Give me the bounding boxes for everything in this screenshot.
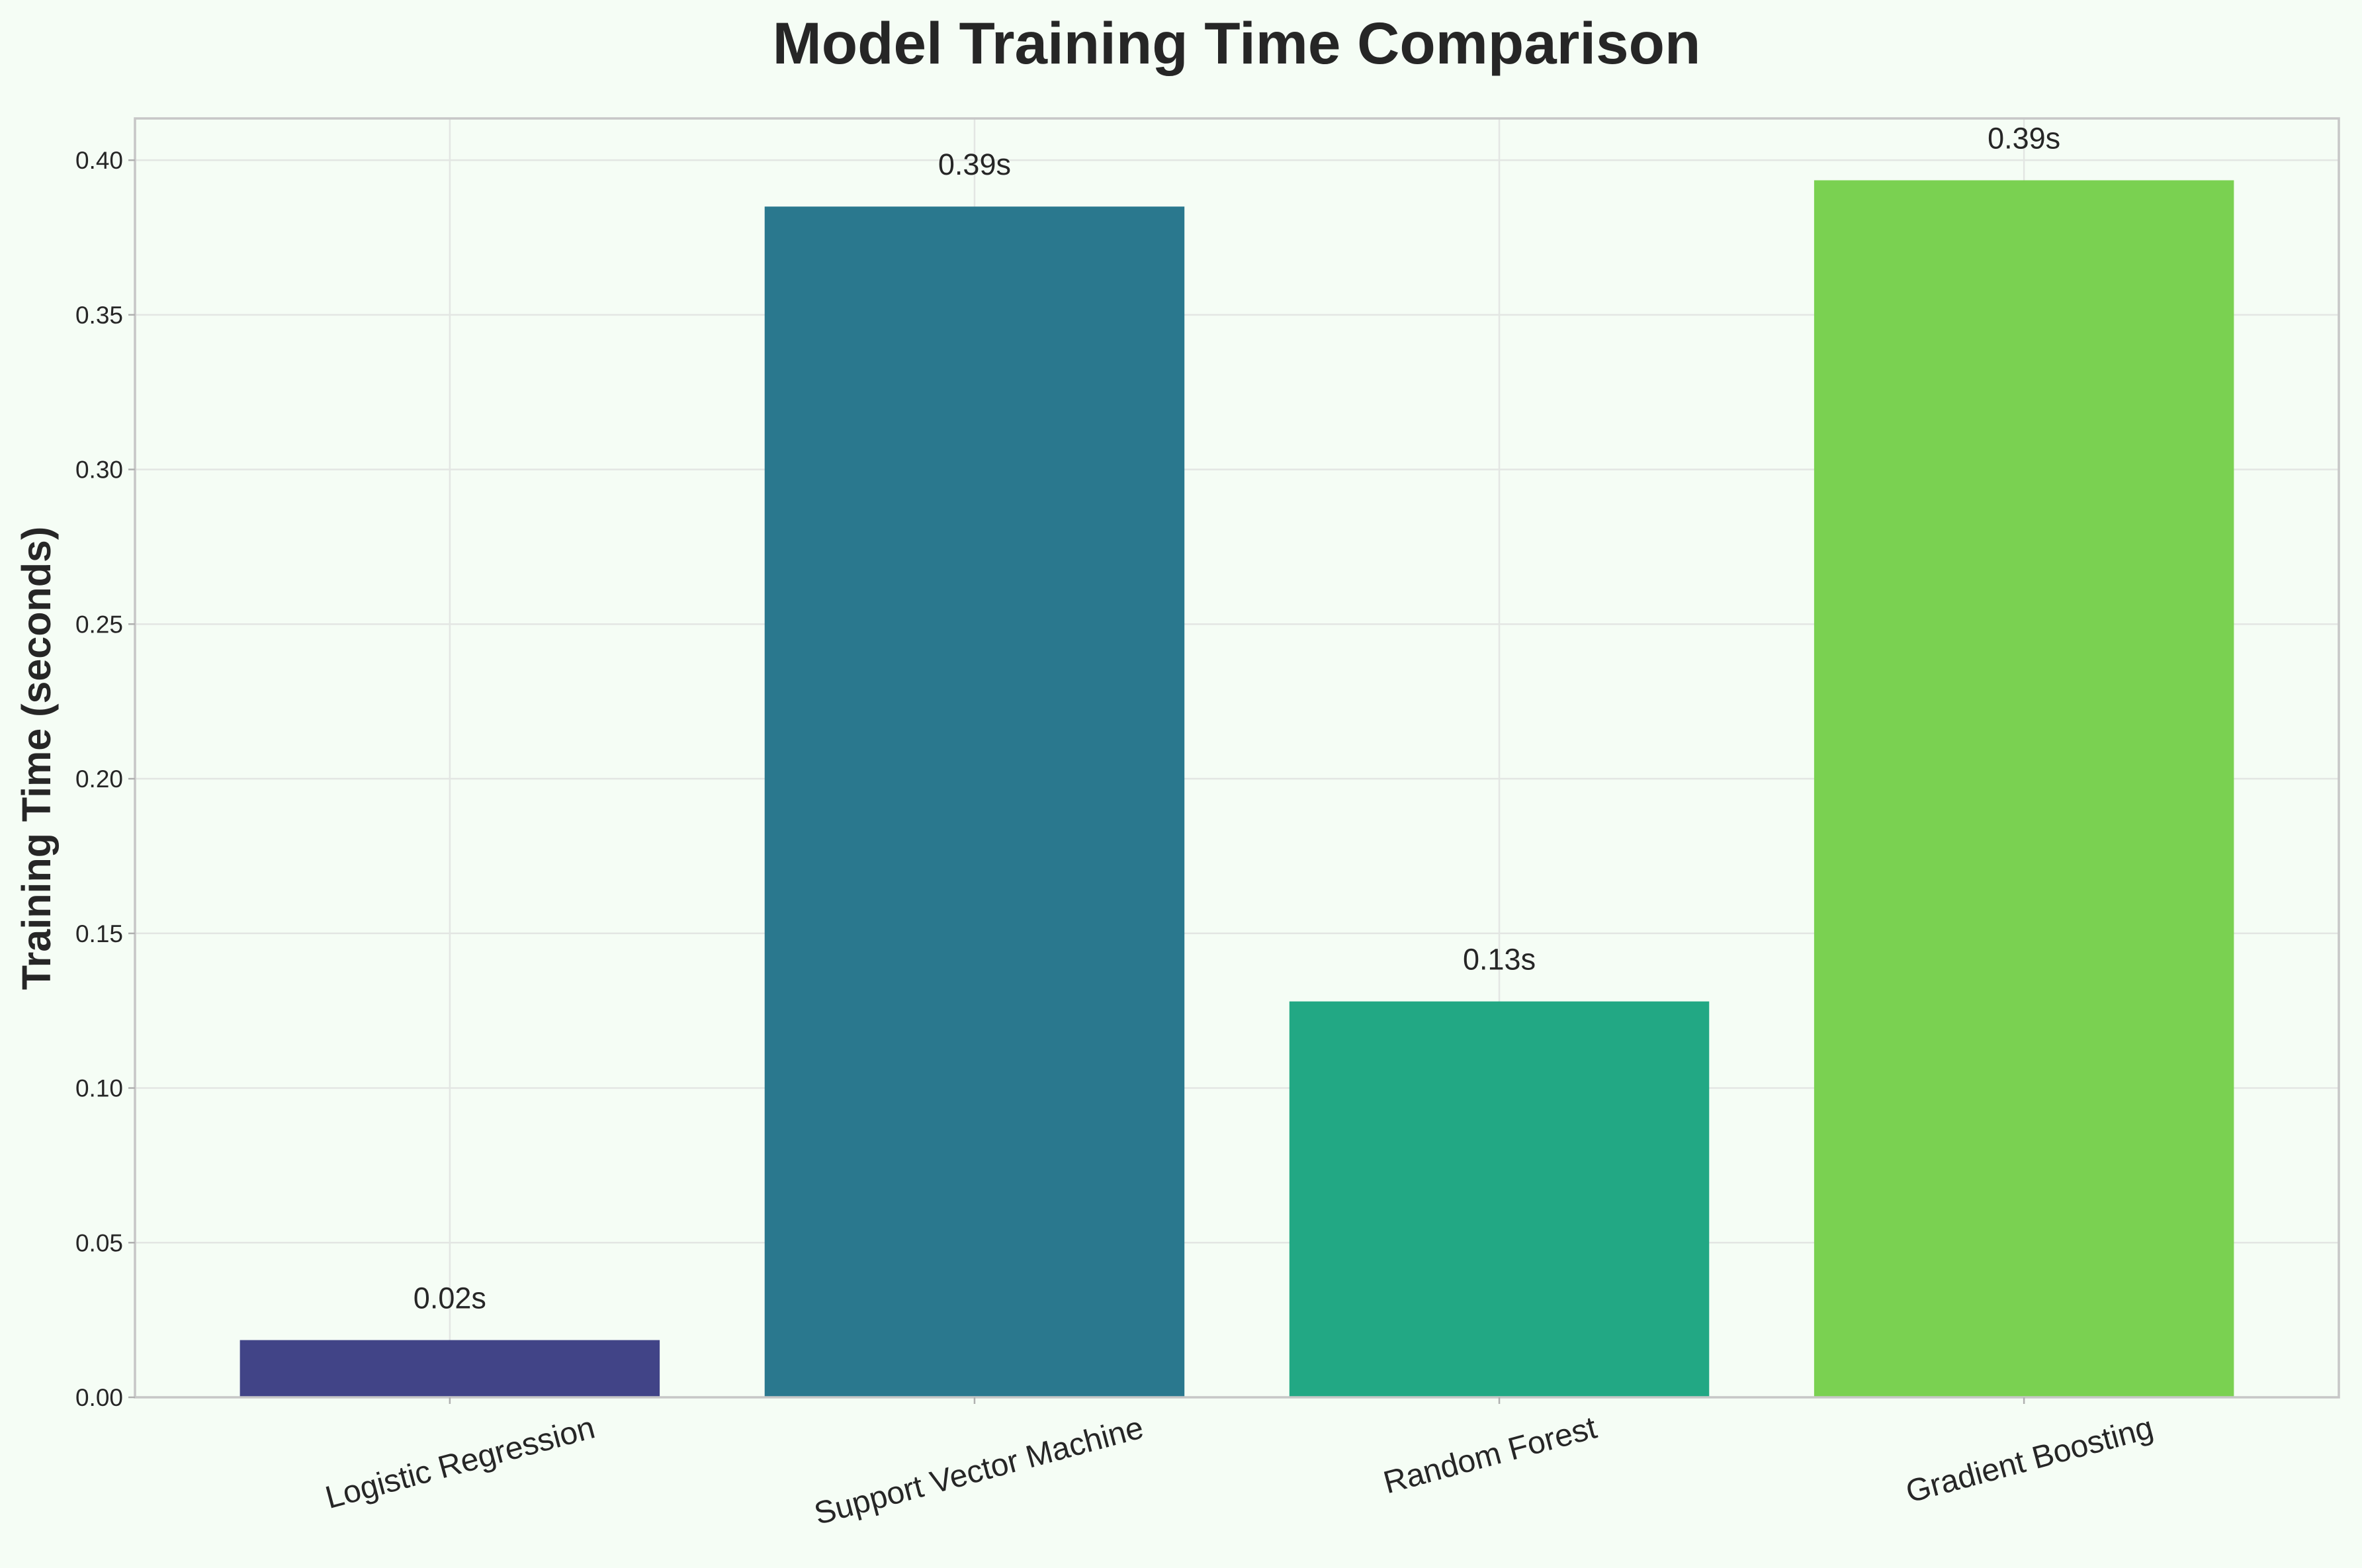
- x-tick-label: Support Vector Machine: [810, 1410, 1147, 1532]
- bars: [240, 180, 2234, 1397]
- bar-value-label: 0.39s: [938, 148, 1011, 181]
- x-tick-label: Logistic Regression: [322, 1410, 598, 1516]
- y-axis-label: Training Time (seconds): [14, 527, 59, 990]
- x-tick-label: Gradient Boosting: [1902, 1410, 2157, 1510]
- bar-random-forest: [1289, 1001, 1710, 1397]
- y-tick-label: 0.20: [75, 765, 123, 793]
- y-tick-label: 0.35: [75, 302, 123, 329]
- data-labels: 0.02s 0.39s 0.13s 0.39s: [414, 121, 2060, 1315]
- bar-value-label: 0.02s: [414, 1282, 486, 1315]
- x-tick-label: Random Forest: [1380, 1410, 1600, 1501]
- y-tick-label: 0.40: [75, 147, 123, 174]
- bar-gradient-boosting: [1814, 180, 2234, 1397]
- x-axis-ticks: Logistic Regression Support Vector Machin…: [322, 1397, 2157, 1532]
- bar-value-label: 0.13s: [1463, 943, 1536, 977]
- y-tick-label: 0.30: [75, 457, 123, 484]
- y-tick-label: 0.25: [75, 611, 123, 638]
- y-tick-label: 0.15: [75, 920, 123, 947]
- y-tick-label: 0.00: [75, 1384, 123, 1411]
- plot-frame: [134, 117, 2340, 1399]
- y-tick-label: 0.05: [75, 1229, 123, 1256]
- y-axis-ticks: 0.00 0.05 0.10 0.15 0.20 0.25 0.30 0.35 0.40: [75, 147, 135, 1411]
- chart-title: Model Training Time Comparison: [773, 10, 1701, 76]
- bar-support-vector-machine: [764, 206, 1185, 1397]
- bar-logistic-regression: [240, 1340, 660, 1397]
- bar-value-label: 0.39s: [1988, 121, 2060, 155]
- y-tick-label: 0.10: [75, 1075, 123, 1102]
